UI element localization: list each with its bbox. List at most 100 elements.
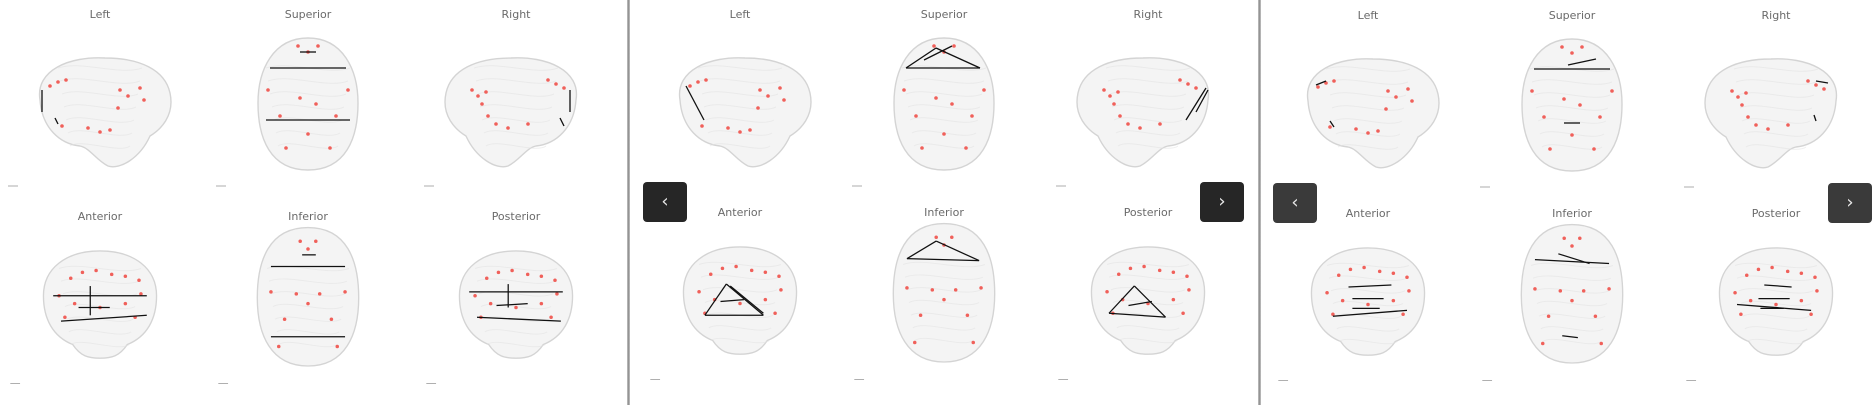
node-marker [1786,123,1790,127]
edge-line [1562,335,1578,339]
edge-line [935,240,980,262]
gyrus-line [272,303,344,310]
node-marker [1815,289,1819,293]
view-anterior: Anterior [640,206,840,405]
node-marker [314,239,318,243]
next-button[interactable]: › [1200,182,1244,222]
node-marker [912,340,917,345]
chevron-right-icon: › [1846,192,1854,213]
gyrus-line [1117,143,1179,149]
node-marker [1105,290,1109,294]
panel-divider[interactable] [627,0,630,405]
gyrus-line [1334,313,1402,319]
node-marker [266,88,270,92]
previous-button[interactable]: ‹ [1273,183,1317,223]
node-marker [1746,115,1750,119]
node-marker [773,311,777,316]
brain-outline [1718,247,1834,356]
edge-line [685,85,705,121]
gyrus-line [1107,78,1189,84]
node-marker [476,94,480,98]
node-marker [1562,236,1566,240]
node-marker [1540,341,1545,346]
edge-line [1185,87,1207,121]
node-marker [1570,298,1574,303]
brain-outline [1076,57,1210,168]
node-marker [56,80,60,84]
brain-outline [444,57,578,168]
node-marker [1809,312,1813,317]
node-marker [510,268,514,273]
node-marker [932,44,936,48]
edge-line [720,298,744,303]
node-marker [494,122,498,126]
chevron-left-icon: ‹ [1291,192,1299,213]
node-marker [328,146,332,150]
node-marker [278,114,282,118]
view-label: Anterior [717,206,763,219]
node-marker [1384,107,1388,111]
node-marker [1814,83,1818,87]
edge-line [1332,309,1408,317]
node-marker [484,276,489,281]
brain-outline [892,222,996,363]
gyrus-line [65,117,135,123]
edge-line [60,314,147,322]
gyrus-line [271,104,345,110]
node-marker [1748,298,1753,303]
node-marker [1593,314,1598,318]
node-marker [756,106,760,110]
panel-divider[interactable] [1258,0,1261,405]
brain-gyri [1105,65,1191,149]
view-label: Posterior [491,210,541,223]
node-marker [1316,85,1320,89]
brain-gyri [901,65,987,149]
node-marker [306,132,310,136]
view-anterior: Anterior [0,210,200,405]
gyrus-line [268,278,348,284]
node-marker [1799,271,1804,276]
brain-gyri [698,261,782,344]
view-label: Left [1357,9,1379,22]
view-label: Right [1133,8,1163,21]
node-marker [94,268,98,273]
gyrus-line [1330,288,1406,294]
gyrus-line [1734,262,1818,269]
gyrus-line [274,316,342,322]
gyrus-line [1533,92,1611,98]
node-marker [60,124,64,128]
node-marker [539,301,544,306]
node-marker [697,290,701,294]
edge-line [729,285,764,314]
node-marker [763,297,768,302]
gyrus-line [1333,118,1403,124]
node-marker [1102,88,1106,92]
gyrus-line [1325,66,1411,72]
view-right: Right [416,8,616,208]
gyrus-line [910,312,978,318]
gyrus-line [1109,91,1187,97]
edge-line [1195,89,1209,113]
edge-line [496,302,528,307]
node-marker [934,96,938,100]
node-marker [1548,147,1552,151]
node-marker [1348,267,1353,272]
gyrus-line [1113,117,1183,123]
previous-button[interactable]: ‹ [643,182,687,222]
brain-coronal-posterior [426,250,574,384]
next-button[interactable]: › [1828,183,1872,223]
brain-outline [678,57,812,168]
node-marker [1112,102,1116,106]
node-marker [314,102,318,106]
view-superior: Superior [844,8,1044,208]
node-marker [316,44,320,48]
node-marker [1386,89,1390,93]
node-marker [738,301,742,306]
brain-figure-panel: Left Superior Right Anterior Inferior Po… [630,0,1257,405]
view-posterior: Posterior [416,210,616,405]
view-label: Anterior [1345,207,1391,220]
gyrus-line [1531,79,1613,85]
brain-outline [256,226,360,367]
brain-figure-panel: Left Superior Right Anterior Inferior Po… [0,0,627,405]
node-marker [306,247,310,251]
